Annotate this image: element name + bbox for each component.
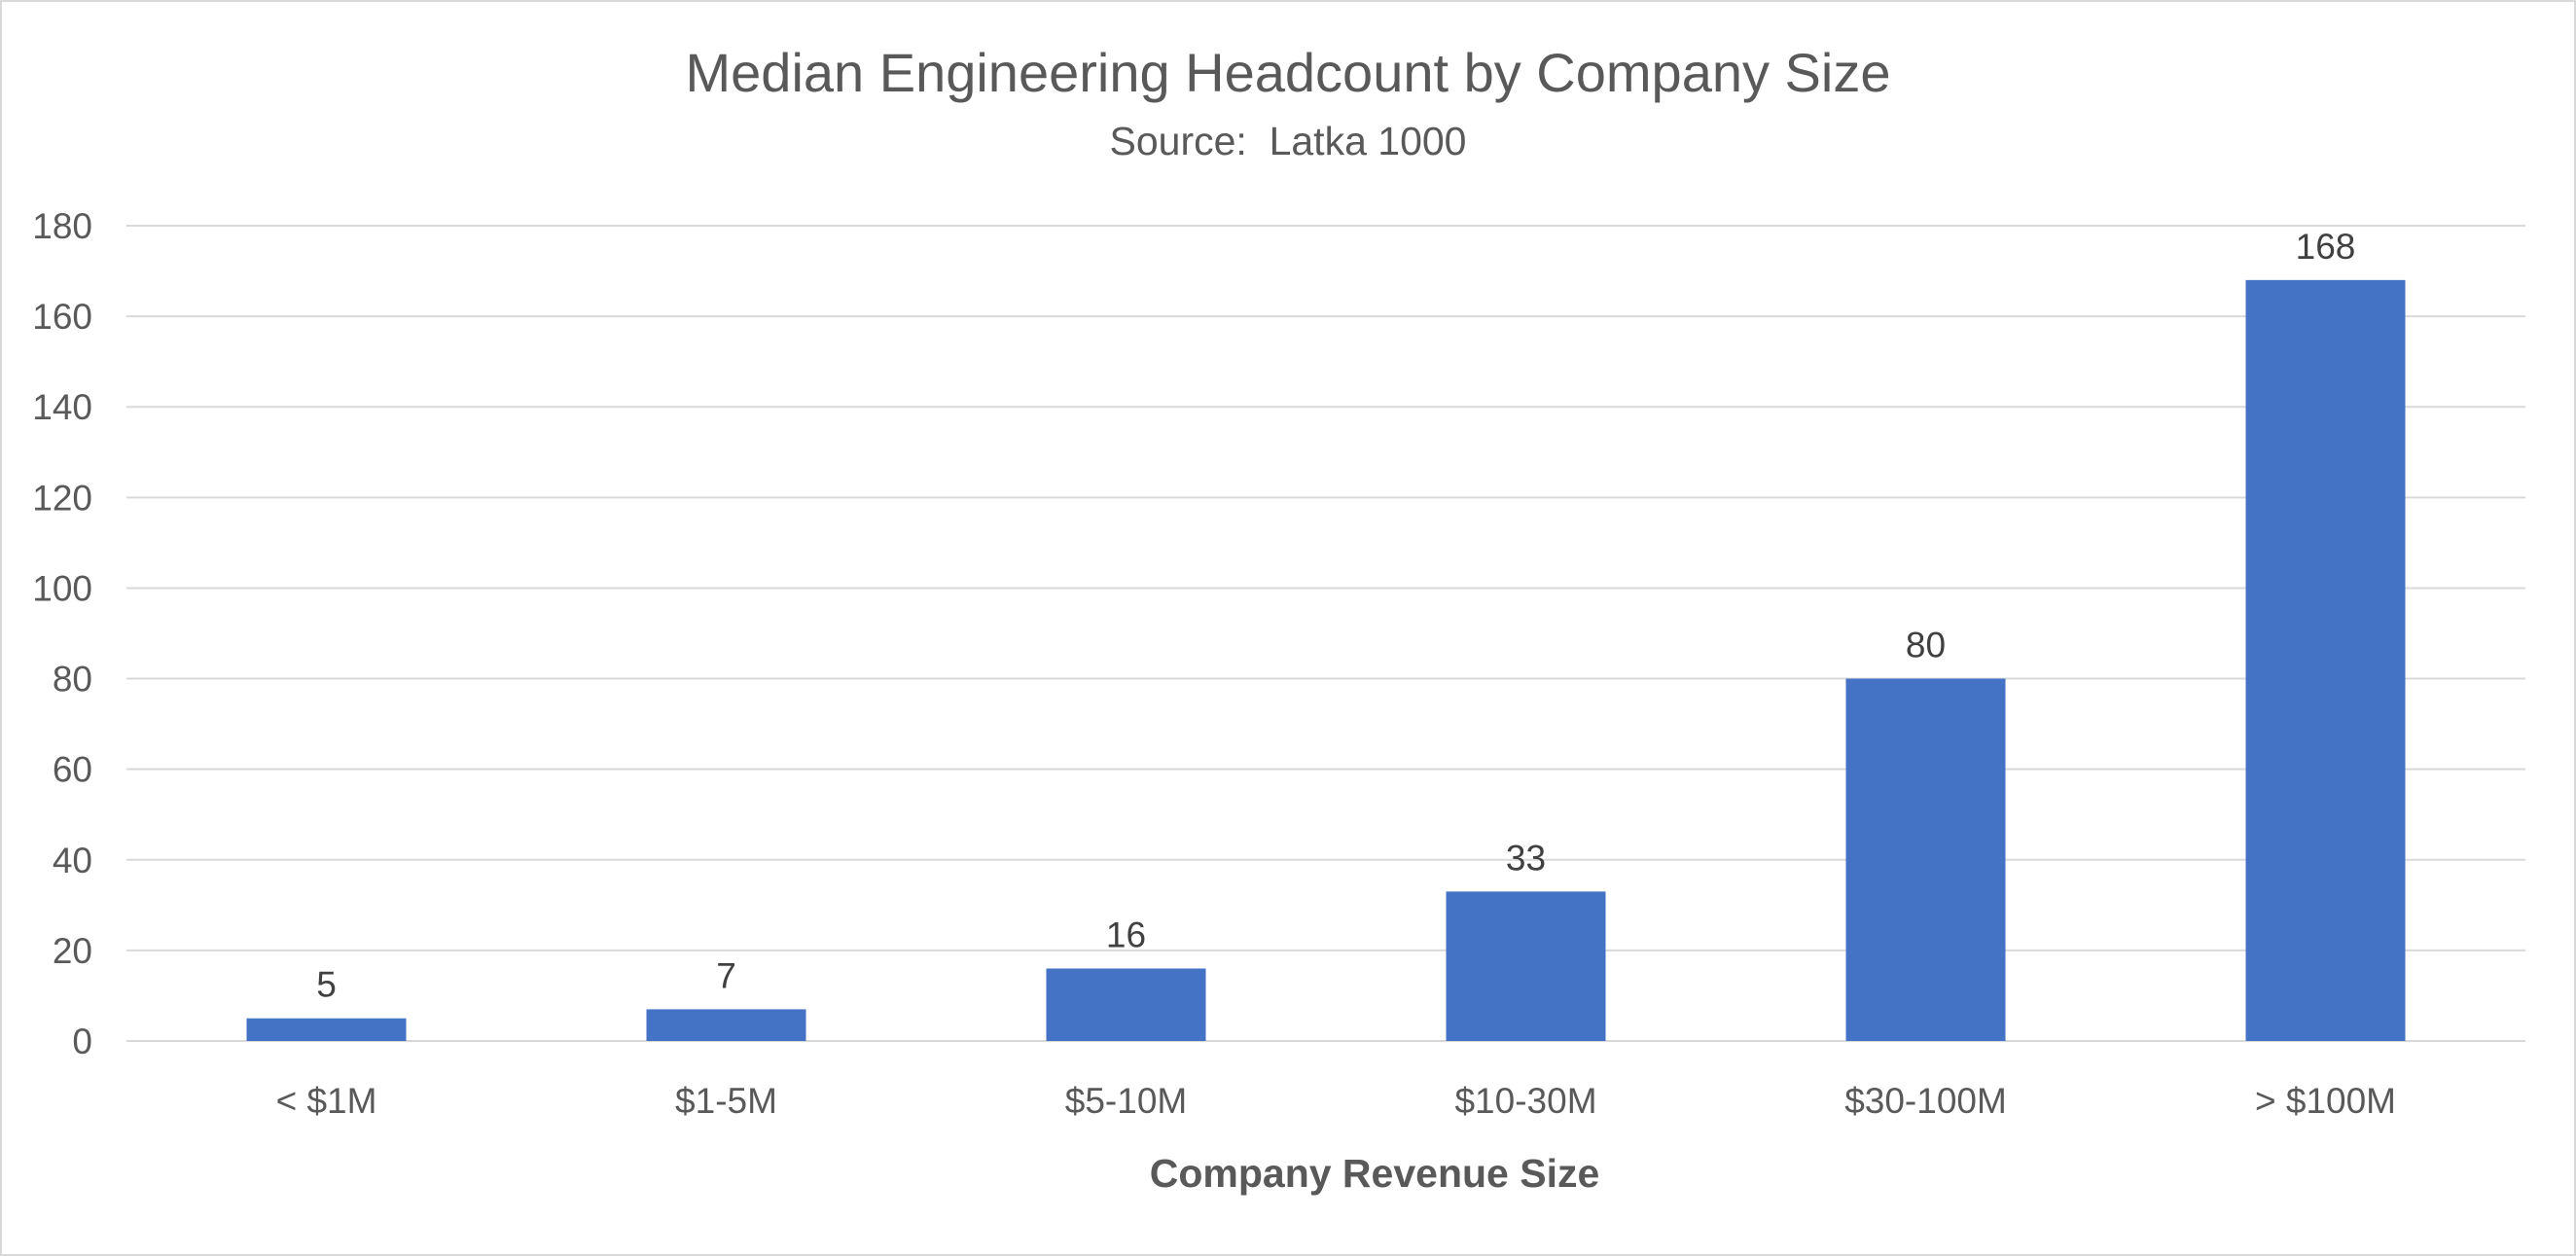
y-tick-label: 0 <box>72 1022 92 1061</box>
y-tick-label: 80 <box>53 660 92 700</box>
x-tick-label: $1-5M <box>675 1081 777 1121</box>
y-axis-ticks: 0 20 40 60 80 100 120 140 160 180 <box>32 206 92 1061</box>
y-tick-label: 180 <box>32 206 92 246</box>
data-label: 33 <box>1506 838 1546 878</box>
bar <box>1046 968 1206 1041</box>
x-axis-title: Company Revenue Size <box>1150 1151 1600 1196</box>
x-tick-label: $10-30M <box>1454 1081 1596 1121</box>
x-tick-label: $5-10M <box>1065 1081 1187 1121</box>
gridlines <box>126 225 2525 1042</box>
data-label: 5 <box>316 965 337 1005</box>
data-label: 80 <box>1906 626 1946 665</box>
data-labels: 5 7 16 33 80 168 <box>316 227 2355 1005</box>
data-label: 7 <box>716 955 736 995</box>
y-tick-label: 140 <box>32 387 92 427</box>
chart-title: Median Engineering Headcount by Company … <box>685 42 1891 103</box>
bar <box>2245 279 2406 1041</box>
bar <box>246 1018 407 1041</box>
x-tick-label: > $100M <box>2255 1081 2396 1121</box>
bar <box>646 1009 806 1041</box>
y-tick-label: 120 <box>32 478 92 518</box>
x-tick-label: $30-100M <box>1844 1081 2007 1121</box>
y-tick-label: 40 <box>53 841 92 880</box>
y-tick-label: 160 <box>32 297 92 337</box>
bar <box>1845 678 2006 1041</box>
chart-subtitle: Source: Latka 1000 <box>1109 119 1467 163</box>
data-label: 168 <box>2296 227 2356 267</box>
bars <box>246 279 2406 1041</box>
y-tick-label: 60 <box>53 750 92 790</box>
x-axis-ticks: < $1M $1-5M $5-10M $10-30M $30-100M > $100M <box>276 1081 2396 1121</box>
y-tick-label: 20 <box>53 931 92 971</box>
x-tick-label: < $1M <box>276 1081 377 1121</box>
bar <box>1446 891 1606 1041</box>
data-label: 16 <box>1106 915 1146 955</box>
y-tick-label: 100 <box>32 568 92 608</box>
